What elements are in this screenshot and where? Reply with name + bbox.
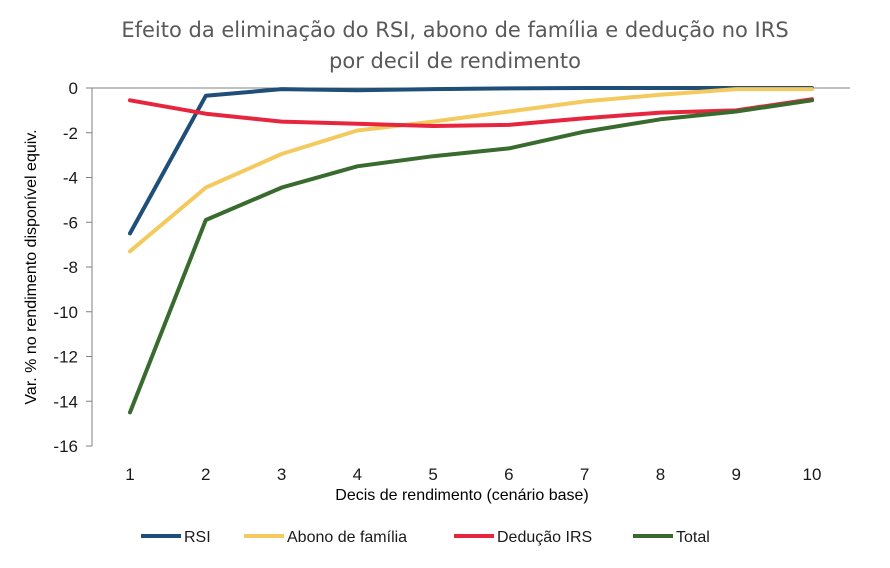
y-tick-label: -16 — [53, 437, 78, 456]
x-tick-label: 8 — [656, 465, 665, 484]
x-tick-label: 9 — [731, 465, 740, 484]
x-tick-label: 1 — [125, 465, 134, 484]
legend-label: Dedução IRS — [497, 529, 592, 546]
x-axis-ticks: 1 2 3 4 5 6 7 8 9 10 — [125, 465, 821, 484]
y-tick-label: -6 — [63, 213, 78, 232]
series-line-rsi — [128, 86, 814, 236]
chart-title: Efeito da eliminação do RSI, abono de fa… — [121, 18, 788, 73]
x-tick-label: 10 — [803, 465, 822, 484]
chart-title-line-1: Efeito da eliminação do RSI, abono de fa… — [121, 18, 788, 42]
y-tick-label: 0 — [69, 79, 78, 98]
y-axis-ticks: 0 -2 -4 -6 -8 -10 -12 -14 -16 — [53, 79, 92, 456]
series-lines — [128, 86, 814, 415]
y-tick-label: -14 — [53, 392, 78, 411]
y-tick-label: -8 — [63, 258, 78, 277]
x-tick-label: 2 — [201, 465, 210, 484]
x-tick-label: 4 — [353, 465, 362, 484]
series-line-abono-de-familia — [128, 87, 814, 254]
legend-label: Abono de família — [287, 529, 407, 546]
legend-label: RSI — [184, 529, 211, 546]
x-tick-label: 3 — [277, 465, 286, 484]
x-axis-label: Decis de rendimento (cenário base) — [335, 487, 588, 504]
chart-title-line-2: por decil de rendimento — [329, 49, 581, 73]
y-tick-label: -12 — [53, 348, 78, 367]
x-tick-label: 6 — [504, 465, 513, 484]
series-line-deducao-irs — [128, 97, 814, 128]
legend: RSI Abono de família Dedução IRS Total — [141, 529, 710, 546]
series-line-total — [128, 98, 814, 415]
plot-area: 0 -2 -4 -6 -8 -10 -12 -14 -16 1 2 3 4 5 6 7 8 9 10 — [53, 79, 850, 484]
legend-label: Total — [676, 529, 710, 546]
x-tick-label: 7 — [580, 465, 589, 484]
y-tick-label: -10 — [53, 303, 78, 322]
y-axis-label: Var. % no rendimento disponível equiv. — [23, 129, 40, 404]
y-tick-label: -2 — [63, 124, 78, 143]
x-tick-label: 5 — [428, 465, 437, 484]
y-tick-label: -4 — [63, 169, 78, 188]
